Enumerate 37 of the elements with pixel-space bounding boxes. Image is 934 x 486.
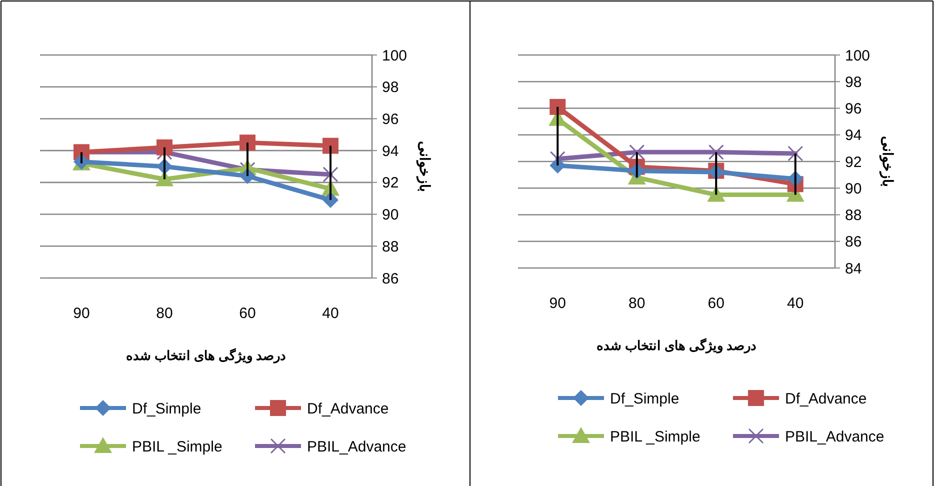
x-tick-label: 60 bbox=[708, 295, 724, 312]
legend-label: PBIL_Advance bbox=[307, 438, 406, 456]
y-tick-label: 98 bbox=[382, 79, 399, 96]
y-tick-label: 92 bbox=[845, 154, 862, 171]
legend-label: Df_Simple bbox=[610, 390, 680, 408]
y-tick-label: 96 bbox=[382, 110, 399, 128]
y-tick-label: 100 bbox=[382, 47, 408, 64]
x-tick-label: 80 bbox=[628, 295, 646, 312]
y-axis-title: بازخوانی bbox=[416, 141, 433, 192]
y-tick-label: 90 bbox=[845, 180, 862, 198]
y-tick-label: 98 bbox=[845, 74, 862, 91]
y-tick-label: 86 bbox=[382, 270, 399, 288]
y-tick-label: 100 bbox=[845, 47, 870, 64]
x-tick-label: 40 bbox=[787, 295, 804, 312]
x-tick-label: 80 bbox=[156, 305, 173, 322]
legend-label: Df_Advance bbox=[307, 400, 389, 418]
legend-label: Df_Simple bbox=[132, 400, 202, 418]
x-tick-label: 90 bbox=[73, 305, 90, 322]
y-tick-label: 84 bbox=[845, 260, 862, 278]
y-tick-label: 94 bbox=[845, 127, 862, 144]
x-axis-title: درصد ویژگی های انتخاب شده bbox=[596, 337, 757, 354]
x-tick-label: 40 bbox=[322, 305, 339, 322]
legend-label: Df_Advance bbox=[785, 390, 867, 408]
legend-label: PBIL _Simple bbox=[132, 438, 222, 456]
y-tick-label: 92 bbox=[382, 174, 399, 192]
y-tick-label: 88 bbox=[382, 238, 399, 256]
legend-label: PBIL _Simple bbox=[610, 428, 700, 446]
x-tick-label: 90 bbox=[549, 295, 566, 312]
y-tick-label: 88 bbox=[845, 207, 862, 224]
y-axis-title: بازخوانی bbox=[879, 136, 896, 187]
x-tick-label: 60 bbox=[239, 305, 256, 322]
y-tick-label: 96 bbox=[845, 100, 862, 118]
y-tick-label: 94 bbox=[382, 142, 399, 160]
y-tick-label: 90 bbox=[382, 206, 399, 224]
x-axis-title: درصد ویژگی های انتخاب شده bbox=[126, 347, 286, 364]
y-tick-label: 86 bbox=[845, 234, 862, 251]
legend-label: PBIL_Advance bbox=[785, 428, 884, 446]
